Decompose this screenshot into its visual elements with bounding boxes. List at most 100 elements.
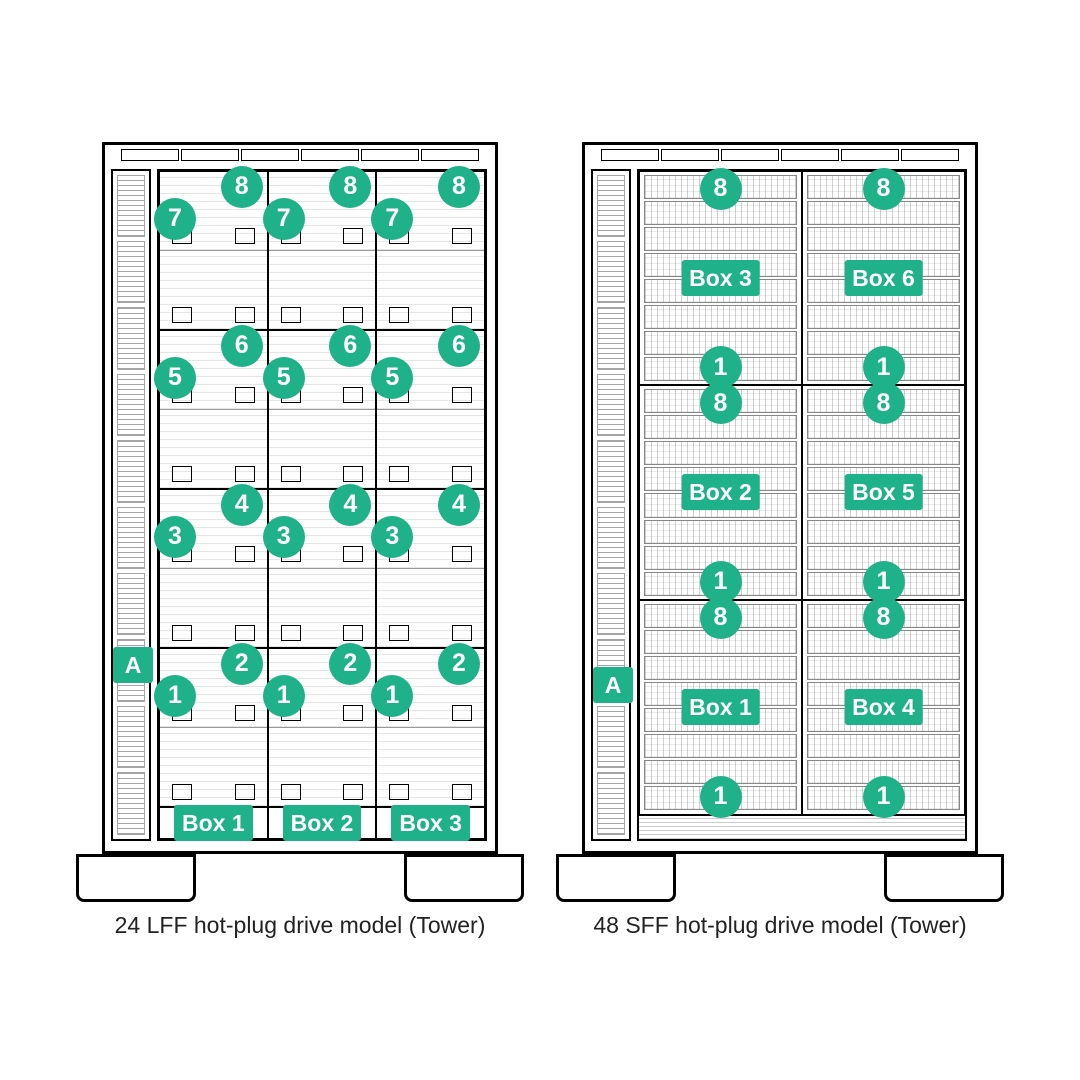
sff-drive (644, 389, 797, 413)
lff-drive (377, 649, 484, 727)
lff-drive (269, 727, 376, 806)
sff-drive (807, 734, 960, 758)
lff-drive (160, 331, 267, 409)
sff-drive (644, 734, 797, 758)
right-tower: A 81Box 381Box 681Box 281Box 581Box 181B… (570, 142, 990, 939)
box-label-cell: Box 2 (268, 807, 377, 839)
lff-drive (377, 172, 484, 250)
sff-drive (644, 331, 797, 355)
sff-drive (807, 493, 960, 517)
left-tower: A 878787656565434343212121Box 1Box 2Box … (90, 142, 510, 939)
sff-drive (807, 415, 960, 439)
lff-drive (160, 172, 267, 250)
sff-bay: 81Box 4 (802, 600, 965, 815)
drive-cage-area: 81Box 381Box 681Box 281Box 581Box 181Box… (637, 169, 967, 841)
lff-drive (160, 727, 267, 806)
sff-drive (807, 572, 960, 596)
sff-drive (644, 760, 797, 784)
lff-bay: 65 (159, 330, 268, 489)
lff-drive (269, 331, 376, 409)
sff-drive (807, 279, 960, 303)
sff-drive (644, 572, 797, 596)
lff-drive (269, 409, 376, 488)
sff-drive (807, 441, 960, 465)
sff-drive (644, 175, 797, 199)
lff-drive (269, 649, 376, 727)
lff-bay: 87 (268, 171, 377, 330)
sff-drive (807, 604, 960, 628)
lff-drive (160, 490, 267, 568)
left-tower-body: A 878787656565434343212121Box 1Box 2Box … (90, 142, 510, 902)
lff-drive (377, 490, 484, 568)
box-label: Box 1 (174, 805, 253, 841)
sff-drive (644, 630, 797, 654)
box-label: Box 2 (283, 805, 362, 841)
box-label-cell: Box 1 (159, 807, 268, 839)
side-strip: A (111, 169, 151, 841)
lff-bay: 87 (376, 171, 485, 330)
lff-bay: 43 (268, 489, 377, 648)
top-grille (121, 149, 479, 161)
sff-drive (807, 357, 960, 381)
lff-grid: 878787656565434343212121Box 1Box 2Box 3 (159, 171, 485, 839)
sff-drive (644, 305, 797, 329)
sff-drive (807, 682, 960, 706)
sff-drive (807, 786, 960, 810)
top-grille (601, 149, 959, 161)
sff-bottom-grille (639, 815, 965, 839)
sff-drive (644, 546, 797, 570)
sff-drive (807, 546, 960, 570)
sff-drive (644, 467, 797, 491)
sff-drive (644, 786, 797, 810)
sff-bay: 81Box 1 (639, 600, 802, 815)
sff-drive (807, 175, 960, 199)
foot-left-icon (556, 854, 676, 902)
sff-drive (807, 389, 960, 413)
lff-drive (377, 331, 484, 409)
sff-drive (644, 227, 797, 251)
sff-drive (644, 520, 797, 544)
sff-drive (644, 682, 797, 706)
sff-drive (807, 630, 960, 654)
chassis-outline: A 81Box 381Box 681Box 281Box 581Box 181B… (582, 142, 978, 854)
sff-drive (644, 279, 797, 303)
sff-grid: 81Box 381Box 681Box 281Box 581Box 181Box… (639, 171, 965, 839)
lff-drive (377, 568, 484, 647)
box-label-cell: Box 3 (376, 807, 485, 839)
chassis-outline: A 878787656565434343212121Box 1Box 2Box … (102, 142, 498, 854)
sff-drive (644, 357, 797, 381)
sff-bay: 81Box 6 (802, 171, 965, 386)
box-label: Box 3 (391, 805, 470, 841)
lff-drive (269, 172, 376, 250)
sff-drive (807, 305, 960, 329)
sff-drive (644, 441, 797, 465)
lff-drive (269, 250, 376, 329)
sff-drive (807, 708, 960, 732)
sff-drive (807, 467, 960, 491)
lff-bay: 43 (159, 489, 268, 648)
lff-bay: 87 (159, 171, 268, 330)
lff-drive (160, 409, 267, 488)
sff-drive (644, 493, 797, 517)
sff-drive (644, 656, 797, 680)
lff-drive (269, 490, 376, 568)
foot-left-icon (76, 854, 196, 902)
lff-drive (269, 568, 376, 647)
sff-bay: 81Box 2 (639, 385, 802, 600)
lff-bay: 43 (376, 489, 485, 648)
lff-drive (377, 250, 484, 329)
side-strip: A (591, 169, 631, 841)
foot-right-icon (404, 854, 524, 902)
sff-drive (644, 201, 797, 225)
sff-drive (807, 201, 960, 225)
sff-drive (644, 415, 797, 439)
lff-drive (377, 409, 484, 488)
sff-drive (644, 604, 797, 628)
right-tower-body: A 81Box 381Box 681Box 281Box 581Box 181B… (570, 142, 990, 902)
lff-drive (160, 250, 267, 329)
sff-drive (807, 227, 960, 251)
sff-drive (807, 253, 960, 277)
lff-bay: 21 (159, 648, 268, 807)
drive-cage-area: 878787656565434343212121Box 1Box 2Box 3 (157, 169, 487, 841)
sff-drive (807, 760, 960, 784)
